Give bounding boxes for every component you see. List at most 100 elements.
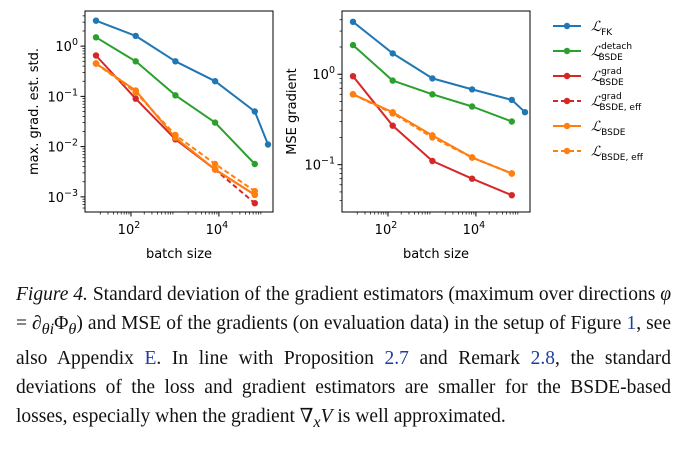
data-point-fk — [508, 96, 515, 104]
y-axis-label: MSE gradient — [285, 68, 300, 155]
y-tick-label: 10−1 — [47, 87, 78, 105]
legend-symbol: ℒ — [591, 94, 602, 110]
y-tick-exponent: 0 — [72, 37, 78, 48]
legend-label-bsde_grad_eff: ℒgrad BSDE, eff — [591, 92, 642, 113]
legend-marker-bsde_eff — [563, 147, 571, 155]
data-point-bsde_eff — [429, 134, 436, 141]
series-line-bsde — [95, 62, 256, 196]
data-point-fk — [429, 75, 436, 82]
legend-subscript: FK — [601, 28, 613, 38]
legend-marker-bsde — [563, 122, 571, 130]
legend-label-bsde_detach: ℒdetach BSDE — [591, 42, 632, 63]
caption-text: , the standard deviations of the loss an… — [16, 347, 671, 427]
caption-math-x: x — [313, 412, 321, 431]
data-point-bsde_detach — [132, 58, 139, 65]
x-tick-label: 104 — [206, 220, 229, 238]
legend-label-bsde_eff: ℒBSDE, eff — [591, 144, 644, 163]
data-point-bsde_eff — [211, 160, 219, 168]
axes-frame — [341, 10, 531, 213]
data-point-bsde_eff — [349, 91, 357, 98]
series-group — [349, 18, 529, 199]
caption-text: Standard deviation of the gradient estim… — [87, 284, 661, 305]
caption-label: Figure 4. — [16, 284, 88, 305]
figure-caption: Figure 4. Standard deviation of the grad… — [16, 280, 671, 437]
caption-math-eq: = ∂ — [16, 313, 42, 334]
legend-superscript: grad — [601, 67, 622, 77]
legend-subscript: BSDE, eff — [601, 153, 644, 163]
caption-text: ) and MSE of the gradients (on evaluatio… — [76, 313, 627, 334]
y-tick-base: 10 — [304, 159, 321, 174]
caption-math-nabla: ∇ — [299, 405, 314, 427]
data-point-bsde_eff — [508, 170, 515, 177]
data-point-bsde_eff — [132, 89, 139, 96]
legend-subscript: BSDE — [598, 53, 623, 63]
x-tick-base: 10 — [206, 223, 223, 238]
caption-text: is well approximated. — [332, 405, 506, 427]
data-point-fk — [264, 141, 272, 148]
data-point-bsde_detach — [468, 103, 476, 110]
legend-symbol: ℒ — [591, 44, 602, 60]
appendix-ref-link[interactable]: E — [144, 347, 157, 369]
legend-subscript: BSDE, eff — [599, 103, 642, 113]
x-tick-base: 10 — [118, 223, 135, 238]
caption-math-Phi: Φ — [54, 313, 69, 334]
y-axis-label: max. grad. est. std. — [27, 48, 42, 175]
figure-ref-link[interactable]: 1 — [626, 313, 637, 334]
legend-label-fk: ℒFK — [591, 19, 613, 38]
data-point-fk — [211, 78, 219, 85]
data-point-bsde_detach — [508, 118, 515, 125]
data-point-bsde_detach — [211, 119, 219, 126]
data-point-fk — [172, 58, 179, 65]
x-tick-label: 104 — [463, 220, 486, 238]
legend-marker-fk — [563, 22, 571, 30]
data-point-bsde_detach — [389, 77, 396, 84]
data-point-fk — [132, 32, 139, 40]
y-tick-exponent: −1 — [321, 156, 335, 167]
legend-symbol: ℒ — [591, 144, 602, 160]
legend-label-bsde_grad: ℒgrad BSDE — [591, 67, 624, 88]
data-point-bsde_grad — [468, 175, 476, 182]
data-point-bsde_grad — [508, 192, 515, 199]
y-tick-base: 10 — [47, 191, 64, 206]
data-point-fk — [468, 86, 476, 93]
data-point-bsde_grad — [389, 122, 396, 129]
series-line-bsde_detach — [95, 36, 256, 165]
y-tick-label: 100 — [55, 37, 78, 55]
series-line-bsde_detach — [352, 44, 513, 123]
legend-label-bsde: ℒBSDE — [591, 119, 626, 138]
series-line-bsde_grad — [95, 54, 256, 196]
x-tick-exponent: 4 — [479, 220, 485, 231]
data-point-bsde_detach — [251, 160, 258, 168]
data-point-fk — [389, 50, 396, 57]
legend-symbol: ℒ — [591, 19, 602, 35]
caption-text: , see also Appendix — [16, 313, 671, 369]
y-tick-base: 10 — [47, 141, 64, 156]
remark-ref-link[interactable]: 2.8 — [530, 347, 555, 369]
caption-math-phi: φ — [660, 284, 671, 305]
x-tick-base: 10 — [463, 223, 480, 238]
legend-marker-bsde_grad_eff — [563, 97, 571, 105]
x-tick-exponent: 2 — [391, 220, 397, 231]
x-axis-label: batch size — [403, 247, 469, 262]
legend-marker-bsde_grad — [563, 72, 571, 80]
legend-subscript: BSDE — [599, 78, 624, 88]
data-point-bsde_eff — [389, 110, 396, 117]
data-point-bsde_detach — [349, 41, 357, 49]
data-point-bsde_eff — [92, 60, 100, 67]
caption-text: and Remark — [408, 347, 531, 369]
y-tick-exponent: 0 — [329, 65, 335, 76]
y-tick-exponent: −1 — [64, 87, 78, 98]
data-point-bsde_detach — [92, 34, 100, 41]
caption-math-theta-i: θi — [41, 319, 55, 338]
legend-symbol: ℒ — [591, 119, 602, 135]
series-line-fk — [95, 19, 269, 145]
proposition-ref-link[interactable]: 2.7 — [384, 347, 409, 369]
data-point-fk — [251, 108, 258, 115]
legend-symbol: ℒ — [591, 69, 602, 85]
data-point-fk — [92, 17, 100, 24]
x-tick-base: 10 — [375, 223, 392, 238]
data-point-bsde_grad — [349, 73, 357, 80]
